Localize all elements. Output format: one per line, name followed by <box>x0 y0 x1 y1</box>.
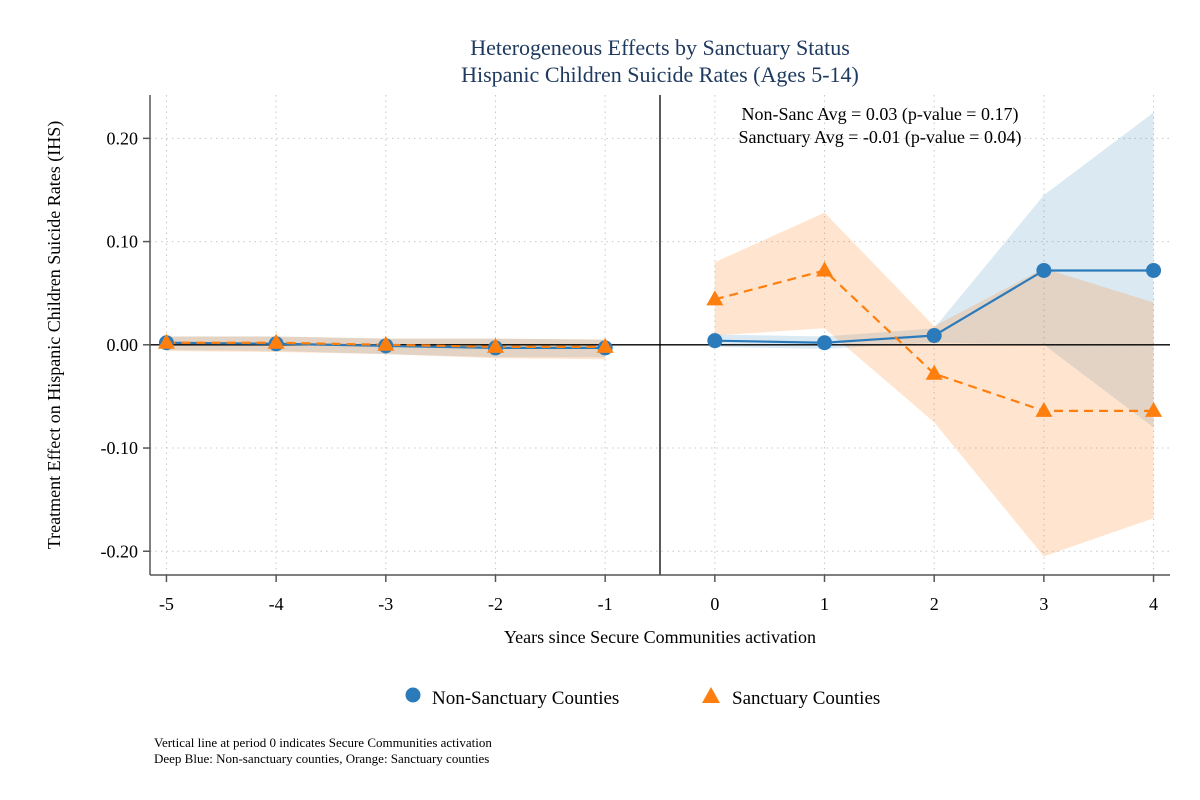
legend-marker-sanctuary <box>702 687 720 703</box>
legend-label-non-sanctuary: Non-Sanctuary Counties <box>432 688 619 709</box>
data-point <box>706 290 724 306</box>
x-tick-label: -4 <box>269 594 284 614</box>
x-tick-label: 2 <box>930 594 939 614</box>
ci-band <box>714 212 1154 557</box>
annotation-non-sanc: Non-Sanc Avg = 0.03 (p-value = 0.17) <box>742 104 1019 125</box>
x-tick-label: -2 <box>488 594 503 614</box>
data-point <box>1036 262 1052 278</box>
x-tick-label: -1 <box>598 594 613 614</box>
data-point <box>817 335 833 351</box>
y-axis-label: Treatment Effect on Hispanic Children Su… <box>44 121 65 549</box>
annotation-sanctuary: Sanctuary Avg = -0.01 (p-value = 0.04) <box>739 127 1022 148</box>
data-point <box>486 337 504 353</box>
data-point <box>1146 262 1162 278</box>
x-tick-label: -3 <box>378 594 393 614</box>
x-tick-label: 1 <box>820 594 829 614</box>
note-line-1: Vertical line at period 0 indicates Secu… <box>154 735 492 750</box>
data-point <box>707 333 723 349</box>
legend: Non-Sanctuary Counties Sanctuary Countie… <box>405 687 880 709</box>
series-line <box>714 269 1154 412</box>
axes: 0.20 0.10 0.00 -0.10 -0.20 -5 -4 -3 -2 -1 0 1 2 3 4 <box>101 95 1170 614</box>
x-tick-label: 4 <box>1149 594 1158 614</box>
x-tick-label: 3 <box>1039 594 1048 614</box>
y-tick-label: 0.10 <box>107 232 139 252</box>
chart-title: Heterogeneous Effects by Sanctuary Statu… <box>470 35 850 60</box>
y-tick-label: 0.00 <box>107 335 139 355</box>
y-tick-label: -0.20 <box>101 541 139 561</box>
legend-label-sanctuary: Sanctuary Counties <box>732 688 880 709</box>
chart-subtitle: Hispanic Children Suicide Rates (Ages 5-… <box>461 62 859 87</box>
data-point <box>377 335 395 351</box>
legend-marker-non-sanctuary <box>405 687 421 703</box>
data-point <box>157 333 175 349</box>
x-tick-label: -5 <box>159 594 174 614</box>
data-point <box>267 333 285 349</box>
y-tick-label: -0.10 <box>101 438 139 458</box>
data-point <box>1035 401 1053 417</box>
series-line <box>166 341 606 348</box>
data-point <box>926 328 942 344</box>
data-point <box>1145 401 1163 417</box>
series-markers <box>157 261 1163 417</box>
y-tick-label: 0.20 <box>107 128 139 148</box>
x-tick-label: 0 <box>710 594 719 614</box>
note-line-2: Deep Blue: Non-sanctuary counties, Orang… <box>154 751 489 766</box>
data-point <box>596 337 614 353</box>
data-point <box>816 261 834 277</box>
data-point <box>925 364 943 380</box>
x-axis-label: Years since Secure Communities activatio… <box>504 627 816 647</box>
